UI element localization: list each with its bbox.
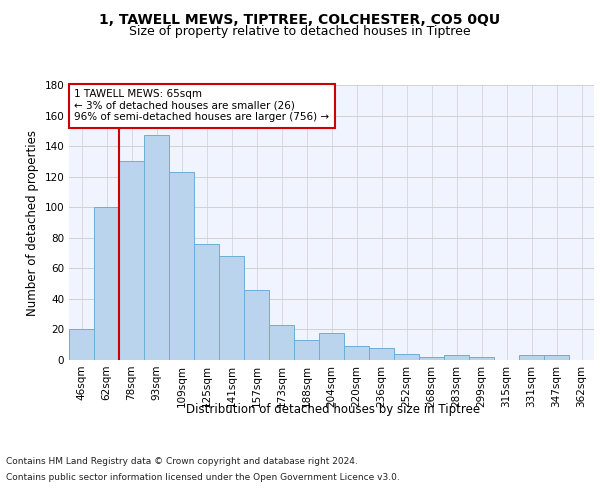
Bar xyxy=(194,244,219,360)
Bar xyxy=(369,348,394,360)
Bar xyxy=(219,256,244,360)
Bar xyxy=(344,346,369,360)
Bar xyxy=(294,340,319,360)
Bar xyxy=(144,136,169,360)
Bar xyxy=(69,330,94,360)
Text: Distribution of detached houses by size in Tiptree: Distribution of detached houses by size … xyxy=(186,402,480,415)
Bar xyxy=(469,357,494,360)
Bar xyxy=(544,356,569,360)
Bar xyxy=(169,172,194,360)
Bar xyxy=(269,325,294,360)
Bar xyxy=(94,207,119,360)
Text: 1, TAWELL MEWS, TIPTREE, COLCHESTER, CO5 0QU: 1, TAWELL MEWS, TIPTREE, COLCHESTER, CO5… xyxy=(100,12,500,26)
Bar xyxy=(519,356,544,360)
Bar xyxy=(444,356,469,360)
Text: Contains public sector information licensed under the Open Government Licence v3: Contains public sector information licen… xyxy=(6,472,400,482)
Bar xyxy=(394,354,419,360)
Text: 1 TAWELL MEWS: 65sqm
← 3% of detached houses are smaller (26)
96% of semi-detach: 1 TAWELL MEWS: 65sqm ← 3% of detached ho… xyxy=(74,89,329,122)
Bar xyxy=(419,357,444,360)
Bar xyxy=(319,332,344,360)
Bar xyxy=(119,162,144,360)
Y-axis label: Number of detached properties: Number of detached properties xyxy=(26,130,39,316)
Text: Size of property relative to detached houses in Tiptree: Size of property relative to detached ho… xyxy=(129,25,471,38)
Text: Contains HM Land Registry data © Crown copyright and database right 2024.: Contains HM Land Registry data © Crown c… xyxy=(6,458,358,466)
Bar xyxy=(244,290,269,360)
